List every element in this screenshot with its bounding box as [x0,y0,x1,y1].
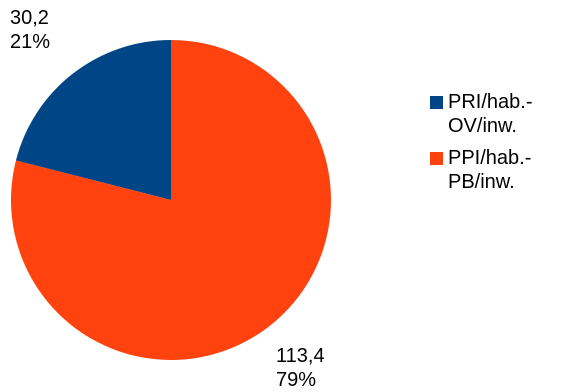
data-label-value-ppi: 113,4 [276,345,325,367]
data-label-value-pri: 30,2 [10,7,49,29]
pie-slices [10,40,331,361]
legend-item-pri: PRI/hab.-OV/inw. [430,90,571,138]
legend-label-pri: PRI/hab.-OV/inw. [448,91,533,137]
pie-chart: 30,221% 113,479% [10,7,331,391]
legend-swatch-ppi [430,152,443,165]
pie-data-labels: 30,221% 113,479% [10,7,325,391]
pie-slice-ppi [10,40,331,361]
legend: PRI/hab.-OV/inw. PPI/hab.-PB/inw. [430,90,571,202]
pie-slice-pri [15,40,171,200]
data-label-percent-ppi: 79% [276,369,316,391]
legend-swatch-pri [430,96,443,109]
legend-item-ppi: PPI/hab.-PB/inw. [430,146,571,194]
data-label-percent-pri: 21% [10,31,50,53]
legend-label-ppi: PPI/hab.-PB/inw. [448,147,532,193]
